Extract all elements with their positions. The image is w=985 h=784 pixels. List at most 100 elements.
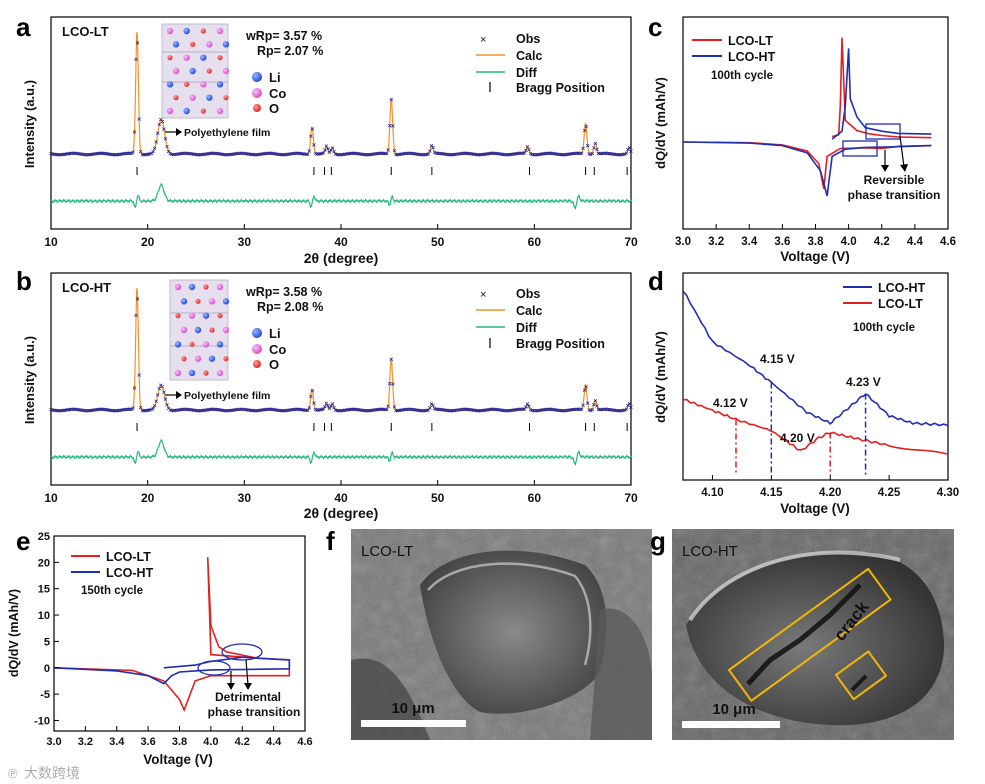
obs-data-point [629,149,633,153]
panel-c-cycle: 100th cycle [711,70,773,82]
lt-charge-line [831,37,932,139]
obs-data-point [593,141,598,146]
panel-a: a LCO-LT wRp= 3.57 % Rp= 2.07 % Li Co O … [16,12,638,266]
atom-label-li: Li [269,70,281,85]
panel-c-highlight-box-lt [842,140,878,157]
x-tick-label: 4.0 [841,236,857,248]
peak-label-lt-412: 4.12 V [713,396,748,410]
crystal-atom [223,95,229,101]
obs-data-point [590,151,595,156]
y-tick-label: 20 [38,557,50,569]
crystal-atom [189,94,196,101]
crystal-atom [172,41,180,48]
panel-g-scale-label: 10 μm [712,701,755,718]
panel-e-cycle: 150th cycle [81,585,143,597]
crystal-atom [184,81,190,87]
o-atom-icon [253,360,261,368]
crystal-atom [189,67,196,75]
ht-series-line [53,656,291,685]
obs-data-point [131,406,135,410]
x-tick-label: 60 [528,235,542,249]
obs-data-point [321,407,325,411]
panel-b-crystal-structure [169,279,230,381]
x-tick-label: 3.4 [741,236,758,248]
obs-data-point [329,404,333,408]
crystal-atom [183,107,190,115]
obs-data-point [305,152,310,157]
obs-data-point [431,403,435,408]
panel-a-annotation: Polyethylene film [164,127,270,139]
panel-a-rp: Rp= 2.07 % [257,44,323,58]
panel-b-polyethylene-label: Polyethylene film [184,390,270,402]
obs-data-point [162,390,166,394]
x-tick-label: 3.8 [808,236,825,248]
obs-data-point [312,143,316,147]
crystal-atom [216,369,224,377]
obs-data-point [527,147,531,152]
x-tick-label: 40 [334,235,348,249]
obs-data-point [137,117,141,121]
crystal-atom [172,67,180,75]
obs-data-point [629,405,633,409]
obs-data-point [595,147,599,152]
panel-letter-a: a [16,12,31,42]
crystal-atom [180,326,188,334]
obs-data-point [581,403,585,408]
y-tick-label: -5 [40,689,50,701]
crystal-atom [200,28,206,34]
obs-data-point [627,401,632,406]
obs-data-point [163,397,168,401]
panel-c-xlabel: Voltage (V) [780,249,850,264]
panel-d-cycle: 100th cycle [853,322,915,334]
panel-e-annotation-line1: Detrimental [215,690,281,704]
panel-c-annotation-line1: Reversible [864,173,925,187]
panel-a-xlabel: 2θ (degree) [304,250,378,266]
panel-c-legend: LCO-LT LCO-HT 100th cycle [692,34,776,82]
crystal-atom [223,356,229,362]
panel-e-dqdv-plot [53,557,291,712]
obs-data-point [324,401,329,405]
obs-data-point [384,151,389,156]
legend-calc: Calc [516,304,542,318]
obs-data-point [326,403,330,408]
obs-data-point [166,149,171,154]
obs-data-point [154,140,158,144]
y-tick-label: 0 [44,663,50,675]
panel-a-x-axis: 10 20 30 40 50 60 70 [44,224,638,249]
panel-c-ylabel: dQ/dV (mAh/V) [653,77,668,169]
obs-data-point [384,407,389,412]
panel-d-dqdv-zoom-plot [682,290,949,475]
panel-letter-b: b [16,266,32,296]
panel-a-wrp: wRp= 3.57 % [245,29,322,43]
legend-obs: Obs [516,32,540,46]
crystal-atom [222,298,230,305]
obs-data-point [332,405,336,410]
obs-data-point [391,382,395,386]
legend-lco-ht: LCO-HT [728,50,776,64]
crystal-atom [209,327,215,333]
obs-data-point [160,119,165,124]
crystal-atom [180,298,188,305]
obs-data-point [389,357,394,361]
legend-bragg: Bragg Position [516,337,605,351]
obs-data-point [132,386,137,390]
crystal-atom [188,369,196,377]
obs-data-point [138,405,143,410]
panel-c: c LCO-LT LCO-HT 100th cycle Reversible p… [648,12,956,264]
li-atom-icon [252,328,262,338]
obs-data-point [165,144,169,149]
obs-data-point [627,145,632,150]
obs-data-point [323,148,327,152]
crystal-atom [194,326,202,334]
legend-bragg: Bragg Position [516,81,605,95]
crystal-atom [166,107,174,115]
crystal-atom [208,355,216,362]
obs-data-point [624,407,629,411]
crystal-atom [202,341,210,348]
watermark: ℗ 大数跨境 [8,765,80,781]
obs-data-point [162,127,166,131]
obs-data-point [305,408,310,413]
obs-data-point [163,136,168,141]
x-tick-label: 30 [238,491,252,505]
obs-data-point [307,149,312,153]
